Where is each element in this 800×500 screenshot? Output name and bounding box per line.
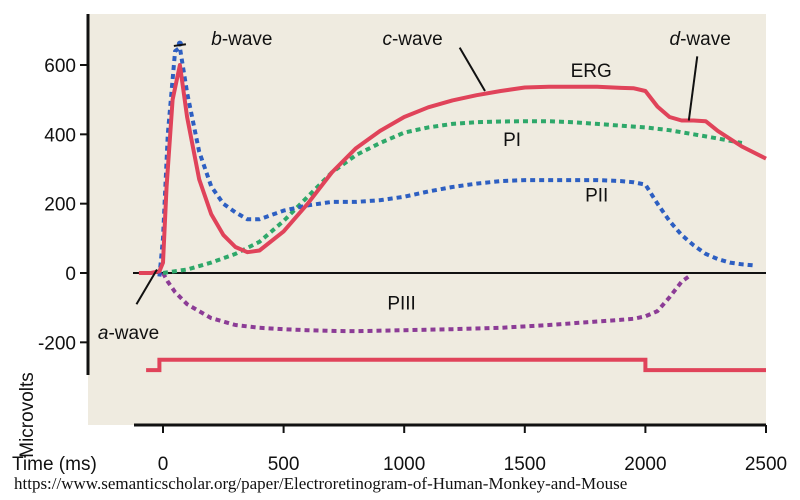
x-tick-label: 1500	[504, 454, 546, 475]
y-tick-label: -200	[38, 333, 76, 354]
series-line-erg	[138, 63, 767, 275]
y-axis-label: Microvolts	[17, 372, 38, 458]
annotation-label: PII	[585, 186, 608, 207]
annotation-label: PIII	[387, 293, 416, 314]
series-lines	[138, 40, 767, 373]
x-tick-label: 0	[158, 454, 169, 475]
annotation-label: d-wave	[670, 29, 731, 50]
series-line-piii	[161, 272, 693, 334]
series-line-pi	[162, 119, 743, 275]
plot-background	[88, 14, 766, 425]
annotation-label: b-wave	[211, 29, 272, 50]
annotation-pointer	[135, 269, 158, 305]
y-tick-label: 0	[65, 264, 76, 285]
annotation-pointer	[173, 43, 187, 47]
y-tick-label: 200	[44, 195, 76, 216]
x-tick-label: 1000	[383, 454, 425, 475]
x-tick-label: 2000	[624, 454, 666, 475]
source-caption: https://www.semanticscholar.org/paper/El…	[14, 474, 628, 493]
x-tick-label: 500	[268, 454, 300, 475]
annotation-pointer	[687, 56, 699, 121]
annotations: b-wave c-wave d-wave a-wave ERG PI PII PIII	[98, 29, 731, 344]
y-tick-label: 400	[44, 125, 76, 146]
stimulus-bar	[146, 357, 766, 373]
annotation-label: ERG	[571, 61, 612, 82]
annotation-label: a-wave	[98, 323, 159, 344]
annotation-label: c-wave	[382, 29, 442, 50]
series-line-pii	[157, 45, 755, 277]
y-tick-label: 600	[44, 56, 76, 77]
annotation-label: PI	[503, 130, 521, 151]
annotation-pointer	[458, 47, 486, 92]
x-axis-label: Time (ms)	[12, 454, 97, 475]
x-tick-label: 2500	[745, 454, 787, 475]
